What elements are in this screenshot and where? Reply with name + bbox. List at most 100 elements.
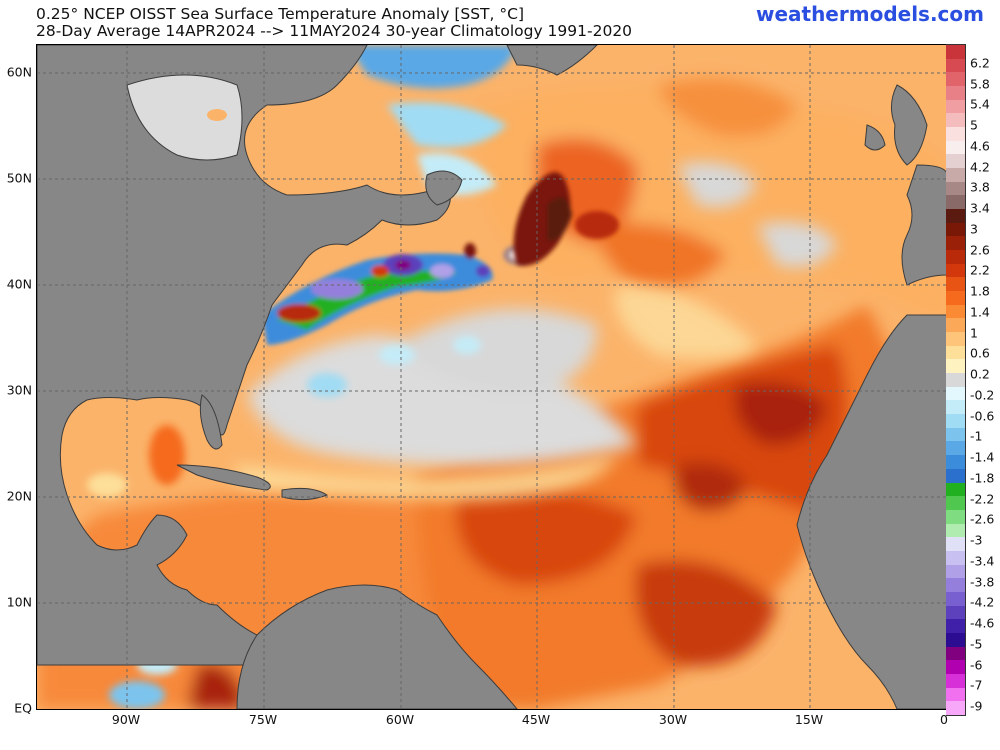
map-title-line1: 0.25° NCEP OISST Sea Surface Temperature… [36, 5, 524, 23]
colorbar-swatch [946, 140, 965, 155]
colorbar-swatch [946, 400, 965, 415]
land-masses [37, 45, 947, 709]
colorbar-label: 2.2 [970, 262, 990, 278]
colorbar-label: -4.2 [970, 594, 995, 610]
colorbar-swatch [946, 99, 965, 114]
colorbar-label: 1.4 [970, 304, 990, 320]
colorbar-label: 2.6 [970, 242, 990, 258]
colorbar-label: 5.8 [970, 76, 990, 92]
colorbar-swatch [946, 701, 965, 715]
lon-label-75w: 75W [248, 712, 278, 727]
colorbar-label: -7 [970, 677, 983, 693]
colorbar-swatch [946, 673, 965, 688]
lon-label-45w: 45W [521, 712, 551, 727]
colorbar-swatch [946, 72, 965, 87]
colorbar-swatch [946, 332, 965, 346]
colorbar-swatch [946, 455, 965, 469]
colorbar-swatch [946, 427, 965, 442]
colorbar-label: -1.4 [970, 449, 995, 465]
colorbar-label: -0.6 [970, 408, 995, 424]
colorbar-label: 5.4 [970, 96, 990, 112]
colorbar-swatch [946, 263, 965, 278]
colorbar-swatch [946, 181, 965, 196]
colorbar-swatch [946, 86, 965, 100]
newfoundland-warm-blob [513, 172, 619, 266]
colorbar-swatch [946, 646, 965, 661]
neutral-anomaly-region [247, 162, 837, 465]
colorbar-swatch [946, 195, 965, 210]
lon-label-60w: 60W [385, 712, 415, 727]
lat-label-50n: 50N [6, 170, 32, 186]
colorbar-swatch [946, 537, 965, 551]
colorbar-swatch [946, 386, 965, 401]
colorbar-swatch [946, 578, 965, 592]
colorbar-swatch [946, 168, 965, 182]
lon-label-30w: 30W [658, 712, 688, 727]
colorbar-label: -0.2 [970, 387, 995, 403]
colorbar-label: -3.8 [970, 574, 995, 590]
colorbar-swatch [946, 318, 965, 333]
colorbar-swatch [946, 127, 965, 141]
colorbar-swatch [946, 619, 965, 633]
colorbar-label: -9 [970, 698, 983, 714]
lat-label-30n: 30N [6, 382, 32, 398]
lat-label-10n: 10N [6, 594, 32, 610]
colorbar-swatch [946, 482, 965, 497]
colorbar-swatch [946, 564, 965, 579]
colorbar-label: 0.2 [970, 366, 990, 382]
colorbar-label: -1 [970, 428, 983, 444]
colorbar-label: 6.2 [970, 55, 990, 71]
colorbar-swatch [946, 605, 965, 620]
lon-label-0: 0 [940, 712, 948, 727]
colorbar-swatch [946, 291, 965, 305]
colorbar-swatch [946, 441, 965, 456]
colorbar-label: -3.4 [970, 553, 995, 569]
brand-link[interactable]: weathermodels.com [755, 2, 984, 26]
colorbar-swatch [946, 250, 965, 264]
colorbar-label: 4.2 [970, 159, 990, 175]
colorbar-swatch [946, 154, 965, 169]
colorbar-swatch [946, 496, 965, 510]
colorbar-label: -5 [970, 636, 983, 652]
colorbar-label: -2.6 [970, 511, 995, 527]
colorbar-swatch [946, 687, 965, 702]
colorbar-swatch [946, 632, 965, 647]
colorbar-label: 3.4 [970, 200, 990, 216]
colorbar-label: 4.6 [970, 138, 990, 154]
colorbar-swatch [946, 222, 965, 237]
colorbar-swatch [946, 414, 965, 428]
colorbar-swatch [946, 550, 965, 565]
colorbar-swatch [946, 591, 965, 606]
colorbar-swatch [946, 345, 965, 360]
lat-label-40n: 40N [6, 276, 32, 292]
colorbar-label: 5 [970, 117, 978, 133]
colorbar-swatch [946, 468, 965, 483]
lon-label-15w: 15W [794, 712, 824, 727]
colorbar-swatch [946, 523, 965, 538]
colorbar-swatch [946, 236, 965, 251]
lat-lon-grid [37, 45, 947, 709]
colorbar-swatch [946, 58, 965, 73]
colorbar-swatch [946, 209, 965, 223]
colorbar-swatch [946, 373, 965, 387]
colorbar-label: -4.6 [970, 615, 995, 631]
lon-label-90w: 90W [111, 712, 141, 727]
colorbar [946, 44, 966, 716]
colorbar-label: 3.8 [970, 179, 990, 195]
colorbar-label: -6 [970, 657, 983, 673]
colorbar-label: -2.2 [970, 491, 995, 507]
lat-label-eq: EQ [14, 700, 32, 716]
colorbar-swatch [946, 509, 965, 524]
map-canvas [37, 45, 947, 709]
lat-label-20n: 20N [6, 488, 32, 504]
colorbar-swatch [946, 660, 965, 674]
colorbar-label: 0.6 [970, 345, 990, 361]
colorbar-label: 1.8 [970, 283, 990, 299]
colorbar-label: -1.8 [970, 470, 995, 486]
colorbar-swatch [946, 113, 965, 128]
lat-label-60n: 60N [6, 64, 32, 80]
mild-anomaly-region [237, 285, 757, 500]
colorbar-swatch [946, 277, 965, 292]
map-title-line2: 28-Day Average 14APR2024 --> 11MAY2024 3… [36, 22, 633, 40]
colorbar-label: 3 [970, 221, 978, 237]
